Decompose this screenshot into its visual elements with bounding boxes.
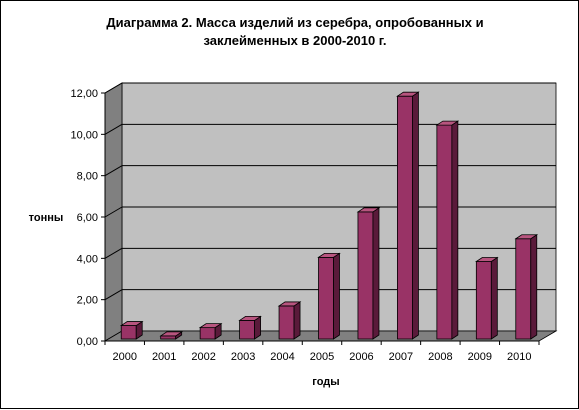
bar [474, 256, 499, 340]
x-tick-label: 2004 [270, 351, 294, 363]
x-axis-title: годы [312, 376, 339, 388]
bar-front [120, 325, 137, 340]
y-axis-ticks: 0,00 2,00 4,00 6,00 8,00 10,00 12,00 [70, 88, 539, 348]
bar [198, 322, 223, 340]
bar [435, 120, 460, 340]
gridline-side [104, 206, 123, 218]
y-tick-label: 4,00 [77, 253, 98, 265]
bar-side [293, 301, 301, 340]
bar-front [436, 124, 453, 340]
x-tick-label: 2010 [507, 351, 531, 363]
x-axis-ticks: 2000 2001 2002 2003 2004 2005 2006 2007 2008 2009… [104, 341, 540, 363]
bar-top [356, 207, 381, 213]
bar [514, 234, 539, 340]
bar-front [160, 335, 177, 340]
gridline-side [104, 123, 123, 135]
x-tick-label: 2007 [389, 351, 413, 363]
bar-side [490, 256, 498, 340]
y-tick-label: 2,00 [77, 295, 98, 307]
x-tick-label: 2005 [310, 351, 334, 363]
bar [119, 320, 144, 340]
bar [277, 301, 302, 340]
bar-side [530, 234, 538, 340]
gridline-side [104, 165, 123, 177]
bar-front [397, 95, 413, 340]
bar-side [333, 252, 340, 340]
bar [317, 252, 341, 340]
chart-title-line-2: заклейменных в 2000-2010 г. [203, 33, 386, 48]
x-tick-label: 2009 [468, 351, 492, 363]
bar-front [239, 319, 255, 340]
gridline-side [104, 289, 123, 301]
bar-top [317, 252, 341, 258]
x-tick-label: 2001 [152, 351, 176, 363]
bar-top [277, 301, 302, 307]
y-tick-label: 10,00 [70, 129, 98, 141]
bar-front [357, 211, 374, 340]
gridline-side [104, 247, 123, 259]
bar [356, 207, 381, 340]
x-tick-label: 2002 [191, 351, 215, 363]
bar-top [514, 234, 539, 240]
bar-top [198, 323, 223, 329]
x-tick-label: 2006 [349, 351, 373, 363]
bar [396, 91, 420, 340]
bar-top [159, 331, 184, 337]
bar [238, 315, 262, 340]
bar-top [474, 257, 499, 262]
y-tick-label: 6,00 [77, 212, 98, 224]
bar-front [199, 327, 216, 340]
y-tick-label: 0,00 [77, 336, 98, 348]
bar-top [238, 315, 262, 321]
gridline-side [104, 82, 123, 94]
y-tick-label: 8,00 [77, 171, 98, 183]
bar-top [435, 120, 460, 126]
x-tick-label: 2003 [231, 351, 255, 363]
bar-side [412, 91, 419, 340]
bars [119, 91, 539, 340]
bar-top [396, 91, 420, 97]
y-axis-title: тонны [29, 212, 64, 224]
bar-side [372, 207, 380, 340]
x-tick-label: 2000 [112, 351, 136, 363]
bar [159, 331, 184, 340]
chart-title-line-1: Диаграмма 2. Масса изделий из серебра, о… [106, 15, 483, 30]
bar-front [318, 256, 334, 340]
bar-side [451, 120, 459, 340]
bar-top [119, 321, 144, 326]
x-tick-label: 2008 [428, 351, 452, 363]
bar-front [278, 305, 295, 340]
bar-front [515, 238, 532, 340]
bar-front [475, 261, 492, 340]
y-tick-label: 12,00 [70, 88, 98, 100]
